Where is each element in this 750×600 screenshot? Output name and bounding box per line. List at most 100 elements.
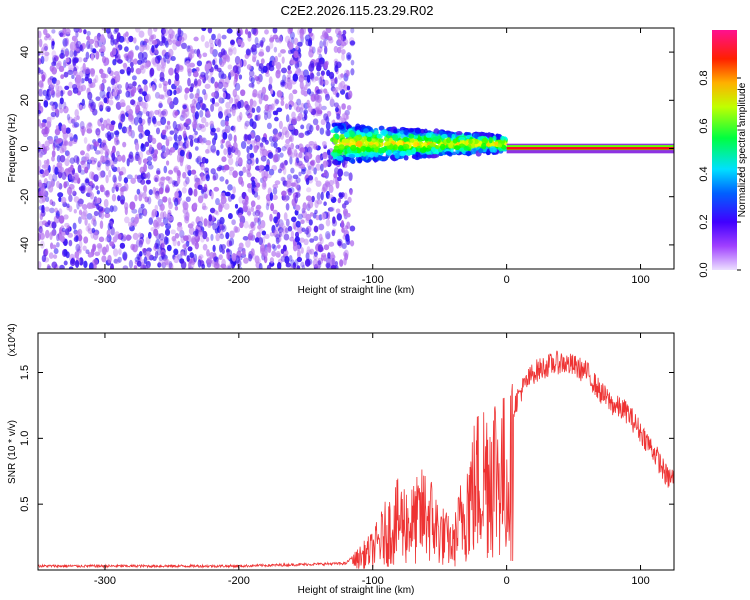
heatmap-cell: [247, 34, 252, 42]
heatmap-cell: [75, 46, 80, 52]
heatmap-cell: [114, 258, 121, 264]
heatmap-cell: [226, 264, 231, 269]
heatmap-cell: [158, 83, 162, 89]
heatmap-cell: [59, 52, 65, 59]
heatmap-cell: [163, 165, 168, 174]
heatmap-cell: [323, 113, 329, 121]
heatmap-cell: [245, 239, 251, 248]
heatmap-cell: [325, 190, 330, 199]
heatmap-cell: [251, 28, 257, 35]
heatmap-cell: [255, 157, 259, 165]
heatmap-cell: [327, 207, 334, 212]
heatmap-cell: [240, 89, 246, 97]
heatmap-cell: [299, 147, 306, 153]
heatmap-cell: [294, 181, 300, 190]
heatmap-cell: [101, 55, 107, 64]
heatmap-cell: [378, 138, 384, 143]
heatmap-cell: [289, 236, 295, 242]
heatmap-cell: [196, 60, 203, 67]
heatmap-cell: [157, 262, 162, 268]
heatmap-cell: [190, 48, 195, 54]
heatmap-cell: [207, 28, 213, 34]
heatmap-cell: [293, 128, 299, 136]
heatmap-cell: [313, 225, 319, 233]
heatmap-cell: [204, 41, 210, 49]
heatmap-cell: [318, 53, 323, 63]
heatmap-cell: [38, 226, 43, 234]
heatmap-cell: [305, 195, 312, 202]
heatmap-cell: [250, 133, 255, 139]
heatmap-cell: [314, 209, 318, 215]
heatmap-cell: [92, 243, 97, 250]
heatmap-cell: [68, 205, 73, 213]
heatmap-cell: [188, 50, 195, 59]
heatmap-cell: [123, 62, 128, 71]
heatmap-cell: [326, 233, 331, 240]
heatmap-cell: [95, 96, 101, 102]
heatmap-cell: [127, 83, 134, 90]
heatmap-cell: [241, 250, 246, 256]
heatmap-cell: [320, 74, 325, 81]
heatmap-cell: [254, 36, 259, 46]
heatmap-cell: [239, 29, 244, 36]
heatmap-cell: [40, 55, 45, 65]
heatmap-cell: [88, 38, 95, 45]
heatmap-cell: [142, 247, 147, 256]
heatmap-cell: [98, 171, 104, 179]
heatmap-cell: [411, 155, 417, 160]
heatmap-cell: [225, 93, 231, 100]
heatmap-cell: [212, 222, 218, 231]
heatmap-cell: [55, 79, 61, 86]
heatmap-cell: [296, 115, 302, 122]
heatmap-cell: [341, 49, 346, 55]
heatmap-cell: [180, 235, 186, 244]
heatmap-cell: [202, 230, 208, 240]
heatmap-cell: [50, 86, 55, 95]
heatmap-cell: [50, 230, 56, 237]
heatmap-cell: [56, 145, 60, 152]
heatmap-cell: [130, 99, 136, 106]
heatmap-cell: [287, 65, 291, 71]
heatmap-cell: [240, 140, 247, 150]
heatmap-cell: [280, 99, 285, 107]
heatmap-cell: [272, 28, 278, 34]
heatmap-cell: [116, 34, 120, 43]
heatmap-cell: [306, 74, 311, 83]
heatmap-cell: [120, 113, 126, 123]
heatmap-cell: [156, 168, 161, 175]
heatmap-cell: [332, 160, 339, 165]
heatmap-cell: [92, 108, 98, 116]
heatmap-cell: [320, 34, 326, 40]
heatmap-cell: [49, 75, 54, 81]
heatmap-cell: [85, 178, 90, 184]
heatmap-cell: [96, 131, 101, 138]
heatmap-cell: [43, 28, 48, 36]
heatmap-cell: [349, 40, 356, 46]
heatmap-cell: [178, 140, 184, 147]
heatmap-cell: [350, 28, 355, 34]
heatmap-cell: [314, 176, 318, 182]
heatmap-cell: [173, 127, 179, 135]
heatmap-cell: [103, 190, 110, 196]
heatmap-cell: [433, 154, 440, 158]
heatmap-cell: [146, 150, 151, 156]
heatmap-cell: [227, 146, 232, 156]
heatmap-cell: [137, 51, 144, 60]
heatmap-cell: [54, 108, 59, 114]
heatmap-cell: [94, 128, 101, 135]
heatmap-cell: [64, 37, 70, 47]
heatmap-cell: [152, 78, 158, 84]
heatmap-cell: [84, 67, 91, 75]
heatmap-cell: [260, 155, 267, 162]
heatmap-cell: [143, 173, 149, 178]
heatmap-cell: [296, 184, 302, 193]
heatmap-cell: [129, 61, 134, 68]
heatmap-cell: [165, 223, 172, 230]
heatmap-cell: [247, 31, 252, 39]
heatmap-cell: [67, 173, 73, 183]
heatmap-cell: [218, 51, 223, 58]
heatmap-cell: [308, 143, 314, 151]
heatmap-cell: [138, 151, 144, 160]
heatmap-cell: [270, 203, 275, 212]
heatmap-cell: [118, 89, 122, 95]
